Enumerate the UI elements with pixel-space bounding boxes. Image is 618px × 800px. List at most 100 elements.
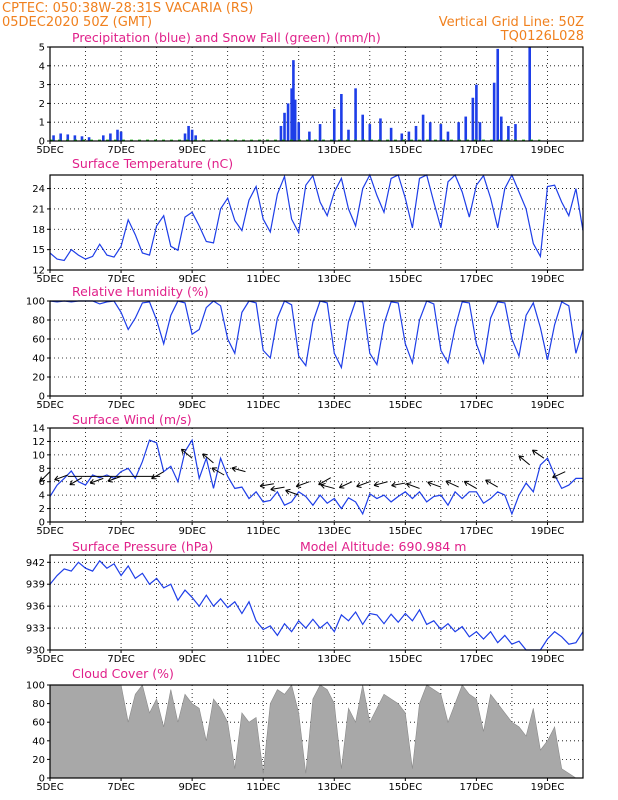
precip-bar [109,133,112,141]
wind-arrow [259,483,274,487]
panel-pressure: Surface Pressure (hPa) Model Altitude: 69… [26,539,584,665]
wind-arrow [54,474,68,481]
x-tick-label: 19DEC [531,145,565,156]
wind-arrow [391,482,406,486]
wind-arrow-head [373,481,379,488]
x-tick-label: 7DEC [107,400,134,411]
y-tick-label: 24 [32,184,45,195]
station-header: CPTEC: 050:38W-28:31S VACARIA (RS) [2,1,253,16]
pressure-model-altitude: Model Altitude: 690.984 m [300,539,466,554]
wind-arrow [39,471,51,482]
wind-arrow-head [391,481,397,488]
wind-arrow-head [107,476,113,483]
wind-arrow [270,486,285,491]
x-tick-label: 19DEC [531,782,565,793]
y-tick-label: 0 [39,518,45,529]
precip-bar [478,122,482,141]
cloud-title: Cloud Cover (%) [72,666,174,681]
x-tick-label: 7DEC [107,654,134,665]
precip-bar [389,127,393,141]
x-tick-label: 9DEC [178,654,205,665]
wind-arrow [285,489,299,496]
wind-frame [49,427,584,523]
precip-bar [464,116,468,141]
wind-arrow-head [211,467,217,473]
precip-bar [194,135,197,141]
x-tick-label: 17DEC [460,274,494,285]
precip-bar [428,122,432,141]
y-tick-label: 8 [39,464,45,475]
y-tick-label: 12 [32,437,45,448]
y-tick-label: 40 [32,736,45,747]
x-tick-label: 17DEC [460,654,494,665]
x-tick-label: 9DEC [178,400,205,411]
humidity-title: Relative Humidity (%) [72,284,209,299]
precip-bar [292,60,295,141]
wind-arrow [69,477,83,486]
wind-arrow [89,477,104,484]
x-tick-label: 11DEC [246,526,280,537]
y-tick-label: 930 [26,646,45,657]
precip-bar [116,129,119,141]
x-tick-label: 17DEC [460,145,494,156]
pressure-frame [49,554,584,651]
x-tick-label: 19DEC [531,274,565,285]
wind-arrow-head [69,480,75,486]
wind-arrow-head [285,488,291,495]
wind-arrow-head [552,473,558,479]
x-tick-label: 9DEC [178,274,205,285]
precip-bar [439,124,443,141]
panel-precip: Precipitation (blue) and Snow Fall (gree… [36,30,584,156]
wind-arrow-head [338,483,345,489]
wind-title: Surface Wind (m/s) [72,412,192,427]
wind-arrow [202,453,214,464]
temperature-line [49,173,584,262]
y-tick-label: 60 [32,718,45,729]
wind-arrow [231,467,246,473]
y-tick-label: 12 [32,266,45,277]
wind-arrow-head [259,482,265,489]
x-tick-label: 5DEC [36,654,63,665]
y-tick-label: 2 [39,504,45,515]
y-tick-label: 60 [32,335,45,346]
x-tick-label: 11DEC [246,400,280,411]
precip-bar [347,129,350,141]
precip-bar [283,112,286,141]
precip-bar [340,94,343,141]
model-id-label: TQ0126L028 [500,29,584,44]
wind-arrow-head [231,466,237,472]
wind-arrow [296,481,310,487]
x-tick-label: 15DEC [388,274,422,285]
wind-arrow-head [89,478,96,485]
x-tick-label: 19DEC [531,526,565,537]
wind-arrow-head [39,476,46,483]
x-tick-label: 5DEC [36,274,63,285]
x-tick-label: 13DEC [317,782,351,793]
precip-frame [49,46,584,142]
wind-arrow [107,475,122,482]
x-tick-label: 13DEC [317,654,351,665]
precip-bar [421,114,425,141]
wind-arrow-head [406,482,412,488]
wind-line [49,438,583,516]
precip-title: Precipitation (blue) and Snow Fall (gree… [72,30,381,45]
y-tick-label: 20 [32,373,45,384]
precip-bar [471,97,475,141]
wind-arrow-head [295,482,302,488]
x-tick-label: 7DEC [107,274,134,285]
x-tick-label: 9DEC [178,526,205,537]
wind-arrow [373,481,388,486]
x-tick-label: 13DEC [317,526,351,537]
y-tick-label: 939 [26,580,45,591]
x-tick-label: 5DEC [36,145,63,156]
y-tick-label: 4 [39,491,45,502]
precip-bar [286,103,290,141]
wind-arrow [181,448,193,459]
precip-bar [87,137,91,141]
pressure-line [49,559,584,651]
humidity-frame [49,300,584,397]
precip-bar [297,122,301,141]
panel-humidity: Relative Humidity (%) 0 20 40 60 80 100 5DEC 7DE… [26,284,584,411]
x-tick-label: 11DEC [246,145,280,156]
